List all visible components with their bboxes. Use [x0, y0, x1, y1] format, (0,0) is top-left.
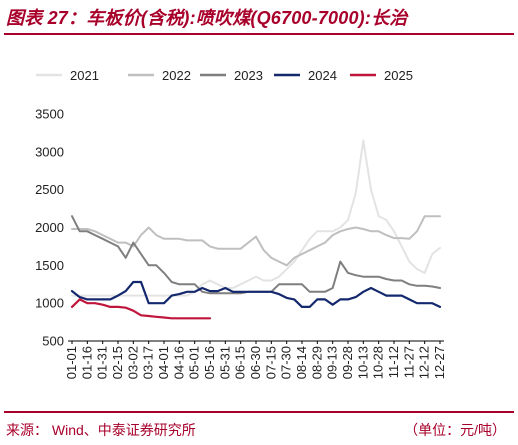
y-tick-label: 500	[42, 334, 64, 349]
y-tick-label: 1500	[35, 258, 64, 273]
title-divider	[4, 33, 514, 35]
y-tick-label: 2000	[35, 220, 64, 235]
y-tick-label: 3000	[35, 144, 64, 159]
x-tick-label: 12-12	[417, 346, 432, 379]
x-tick-label: 12-27	[432, 346, 447, 379]
x-axis: 01-01 01-16 01-31 02-15 03-02 03-17 04-01 04-16…	[64, 340, 447, 379]
x-tick-label: 06-30	[248, 346, 263, 379]
x-tick-label: 06-15	[233, 346, 248, 379]
x-tick-label: 11-27	[401, 346, 416, 378]
series-line-2023	[71, 215, 441, 295]
x-tick-label: 01-31	[95, 346, 110, 379]
x-tick-label: 05-01	[187, 346, 202, 379]
x-tick-label: 08-14	[294, 346, 309, 379]
y-tick-label: 3500	[35, 107, 64, 122]
x-tick-label: 08-29	[309, 346, 324, 379]
x-tick-label: 02-15	[110, 346, 125, 379]
y-tick-label: 1000	[35, 296, 64, 311]
x-tick-label: 01-16	[79, 346, 94, 379]
legend-label-2023: 2023	[234, 68, 263, 83]
source-note: 来源： Wind、中泰证券研究所	[6, 422, 196, 438]
x-tick-label: 01-01	[64, 346, 79, 379]
x-tick-label: 03-02	[125, 346, 140, 379]
series-lines	[70, 139, 442, 320]
x-tick-label: 10-28	[371, 346, 386, 379]
x-tick-label: 04-01	[156, 346, 171, 379]
x-tick-label: 09-13	[325, 346, 340, 379]
series-line-2022	[71, 215, 441, 267]
x-tick-label: 05-31	[217, 346, 232, 379]
footer-divider	[4, 411, 514, 413]
x-tick-label: 10-13	[355, 346, 370, 379]
legend-label-2024: 2024	[308, 68, 337, 83]
chart-title: 图表 27：车板价(含税):喷吹煤(Q6700-7000):长治	[6, 8, 408, 28]
x-tick-label: 03-17	[141, 346, 156, 379]
line-chart: 2021 2022 2023 2024 2025 500 1000 1500 2000 2500…	[35, 68, 447, 379]
series-line-2021	[71, 139, 441, 297]
x-tick-label: 11-12	[386, 346, 401, 378]
unit-note: （单位：元/吨）	[404, 422, 506, 438]
series-line-2024	[70, 280, 442, 308]
x-tick-label: 09-28	[340, 346, 355, 379]
x-tick-label: 07-15	[263, 346, 278, 379]
series-line-2025	[70, 298, 212, 320]
y-tick-label: 2500	[35, 182, 64, 197]
y-axis: 500 1000 1500 2000 2500 3000 3500	[35, 107, 64, 349]
legend-label-2022: 2022	[162, 68, 191, 83]
legend-label-2021: 2021	[70, 68, 99, 83]
x-tick-label: 07-30	[279, 346, 294, 379]
x-tick-label: 04-16	[171, 346, 186, 379]
chart-legend: 2021 2022 2023 2024 2025	[36, 68, 413, 83]
x-tick-label: 05-16	[202, 346, 217, 379]
legend-label-2025: 2025	[384, 68, 413, 83]
